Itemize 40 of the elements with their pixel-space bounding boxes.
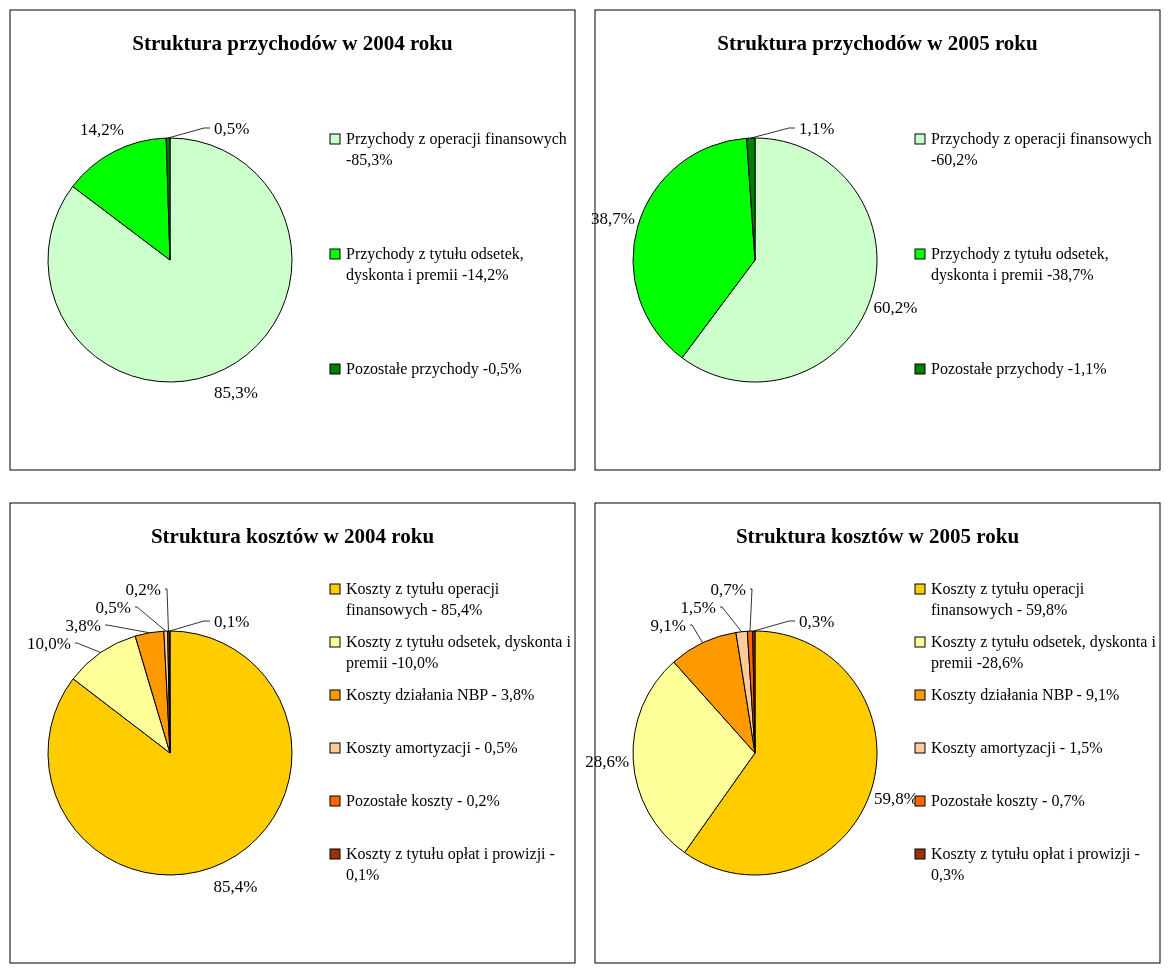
text: Struktura kosztów w 2004 roku [150,524,435,548]
legend-label: Koszty z tytułu operacji finansowych - 59,8% [931,580,1085,619]
data-label: 1,5% [680,597,716,617]
legend-label: Koszty z tytułu operacji finansowych - 85,4% [346,580,500,619]
data-label: 0,7% [710,579,746,599]
data-label: 9,1% [650,615,686,635]
legend-label: Pozostałe koszty - 0,2% [346,792,500,810]
data-label: 1,1% [799,118,835,138]
legend-label: Koszty z tytułu opłat i prowizji - 0,1% [346,845,555,883]
data-label: 10,0% [27,633,71,653]
data-label: 0,2% [125,579,161,599]
data-label: 38,7% [591,209,635,229]
legend-label: Przychody z tytułu odsetek, dyskonta i premii -38,7% [931,245,1109,284]
data-label: 0,5% [214,118,250,138]
text: Struktura przychodów w 2004 roku [132,31,454,55]
legend-label: Koszty działania NBP - 9,1% [931,686,1120,704]
legend-label: Przychody z operacji finansowych -85,3% [346,130,567,168]
data-label: 14,2% [80,119,124,139]
legend-label: Koszty z tytułu odsetek, dyskonta i premii -28,6% [931,633,1157,672]
data-label: 0,1% [214,611,250,631]
text: Struktura kosztów w 2005 roku [735,524,1020,548]
legend-label: Przychody z tytułu odsetek, dyskonta i premii -14,2% [346,245,524,284]
legend-label: Pozostałe przychody -0,5% [346,360,522,378]
data-label: 0,3% [799,611,835,631]
text: Struktura przychodów w 2005 roku [717,31,1039,55]
legend-label: Koszty z tytułu opłat i prowizji - 0,3% [931,845,1140,883]
data-label: 59,8% [874,788,918,808]
legend-label: Koszty amortyzacji - 0,5% [346,739,518,757]
data-label: 85,4% [213,876,258,896]
legend-label: Przychody z operacji finansowych -60,2% [931,130,1152,168]
data-label: 60,2% [873,297,918,317]
data-label: 0,5% [95,597,131,617]
legend-label: Koszty amortyzacji - 1,5% [931,739,1103,757]
data-label: 85,3% [213,383,258,403]
data-label: 28,6% [585,752,630,772]
legend-label: Koszty działania NBP - 3,8% [346,686,535,704]
data-label: 3,8% [65,615,101,635]
legend-label: Koszty z tytułu odsetek, dyskonta i premii -10,0% [346,633,572,672]
legend-label: Pozostałe koszty - 0,7% [931,792,1085,810]
legend-label: Pozostałe przychody -1,1% [931,360,1107,378]
